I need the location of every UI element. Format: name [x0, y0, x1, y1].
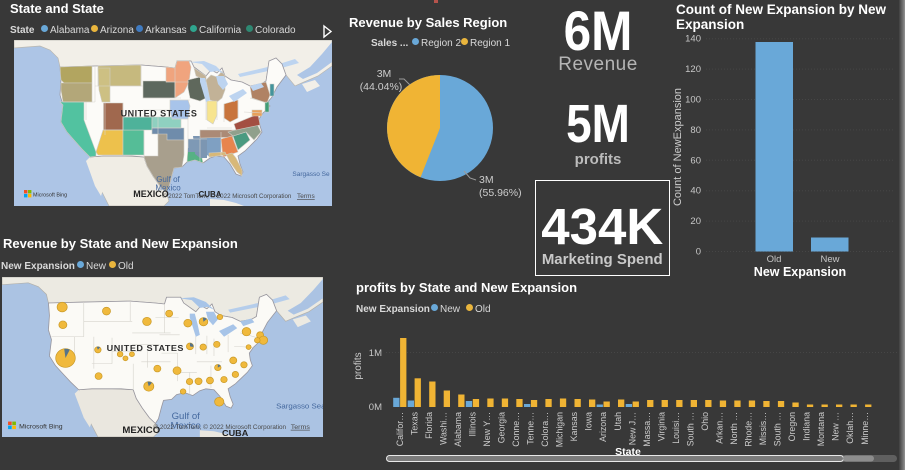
svg-text:Microsoft Bing: Microsoft Bing	[19, 423, 63, 430]
svg-text:Minne…: Minne…	[860, 412, 870, 445]
svg-text:Kansas: Kansas	[569, 411, 579, 441]
svg-text:MEXICO: MEXICO	[122, 425, 160, 435]
svg-text:3M: 3M	[377, 68, 392, 80]
svg-text:Califor…: Califor…	[395, 412, 405, 446]
svg-text:New …: New …	[831, 412, 841, 441]
svg-text:Terms: Terms	[297, 193, 315, 200]
svg-text:100: 100	[685, 95, 701, 106]
svg-text:North …: North …	[729, 412, 739, 445]
svg-text:New Expansion: New Expansion	[754, 265, 846, 279]
svg-text:UNITED STATES: UNITED STATES	[121, 109, 198, 119]
svg-text:Massa…: Massa…	[642, 412, 652, 447]
svg-text:New J…: New J…	[627, 412, 637, 445]
svg-text:(55.96%): (55.96%)	[479, 187, 522, 199]
svg-text:60: 60	[690, 155, 701, 166]
svg-text:Gulf of: Gulf of	[156, 175, 180, 184]
svg-text:Georgia: Georgia	[497, 412, 507, 443]
svg-text:CUBA: CUBA	[222, 428, 249, 437]
svg-text:Texas: Texas	[409, 411, 419, 435]
svg-text:1M: 1M	[369, 348, 382, 359]
svg-text:Alabama: Alabama	[453, 412, 463, 447]
svg-text:Montana: Montana	[816, 412, 826, 446]
svg-text:Iowa: Iowa	[584, 412, 594, 431]
svg-text:MEXICO: MEXICO	[133, 189, 169, 199]
svg-text:New Y…: New Y…	[482, 412, 492, 447]
svg-text:profits: profits	[353, 352, 364, 379]
svg-text:Terms: Terms	[291, 424, 311, 431]
svg-text:Old: Old	[767, 254, 782, 265]
svg-text:Colora…: Colora…	[540, 412, 550, 447]
svg-text:Oregon: Oregon	[787, 412, 797, 441]
svg-text:Oklah…: Oklah…	[845, 412, 855, 444]
svg-text:Virginia: Virginia	[656, 412, 666, 441]
svg-text:Utah: Utah	[613, 412, 623, 431]
svg-text:0: 0	[696, 247, 701, 258]
svg-text:CUBA: CUBA	[198, 190, 221, 199]
svg-text:Missis…: Missis…	[758, 412, 768, 445]
svg-text:Sargasso Se: Sargasso Se	[292, 171, 330, 178]
svg-text:80: 80	[690, 125, 701, 136]
svg-text:South …: South …	[685, 412, 695, 446]
svg-text:Illinois: Illinois	[467, 411, 477, 436]
svg-text:(44.04%): (44.04%)	[360, 81, 403, 93]
svg-text:© 2022 TomTom, © 2022 Microsof: © 2022 TomTom, © 2022 Microsoft Corporat…	[153, 424, 286, 431]
svg-text:Ohio: Ohio	[700, 412, 710, 431]
svg-text:Florida: Florida	[424, 412, 434, 439]
svg-text:Tenne…: Tenne…	[526, 412, 536, 445]
svg-text:Washi…: Washi…	[438, 412, 448, 445]
svg-text:South …: South …	[773, 412, 783, 446]
svg-text:Arizona: Arizona	[598, 412, 608, 442]
svg-text:Conne…: Conne…	[511, 412, 521, 447]
svg-text:Arkan…: Arkan…	[715, 412, 725, 444]
svg-text:New: New	[820, 254, 839, 265]
svg-text:Rhode…: Rhode…	[744, 412, 754, 447]
svg-text:3M: 3M	[479, 174, 494, 186]
svg-text:140: 140	[685, 34, 701, 45]
svg-text:120: 120	[685, 64, 701, 75]
svg-text:40: 40	[690, 186, 701, 197]
svg-text:Mexico: Mexico	[171, 421, 201, 431]
svg-text:Louisi…: Louisi…	[671, 412, 681, 444]
svg-text:Indiana: Indiana	[802, 412, 812, 441]
svg-text:Gulf of: Gulf of	[172, 411, 201, 421]
svg-text:0M: 0M	[369, 402, 382, 413]
svg-text:© 2022 TomTom, © 2022 Microsof: © 2022 TomTom, © 2022 Microsoft Corporat…	[162, 193, 292, 200]
svg-text:Mexico: Mexico	[155, 184, 181, 193]
svg-text:Sargasso Sea: Sargasso Sea	[276, 402, 323, 411]
svg-text:20: 20	[690, 216, 701, 227]
svg-text:Count of NewExpansion: Count of NewExpansion	[672, 88, 684, 206]
svg-text:Michigan: Michigan	[555, 412, 565, 447]
svg-text:UNITED STATES: UNITED STATES	[107, 343, 184, 353]
svg-text:Microsoft Bing: Microsoft Bing	[33, 193, 67, 199]
